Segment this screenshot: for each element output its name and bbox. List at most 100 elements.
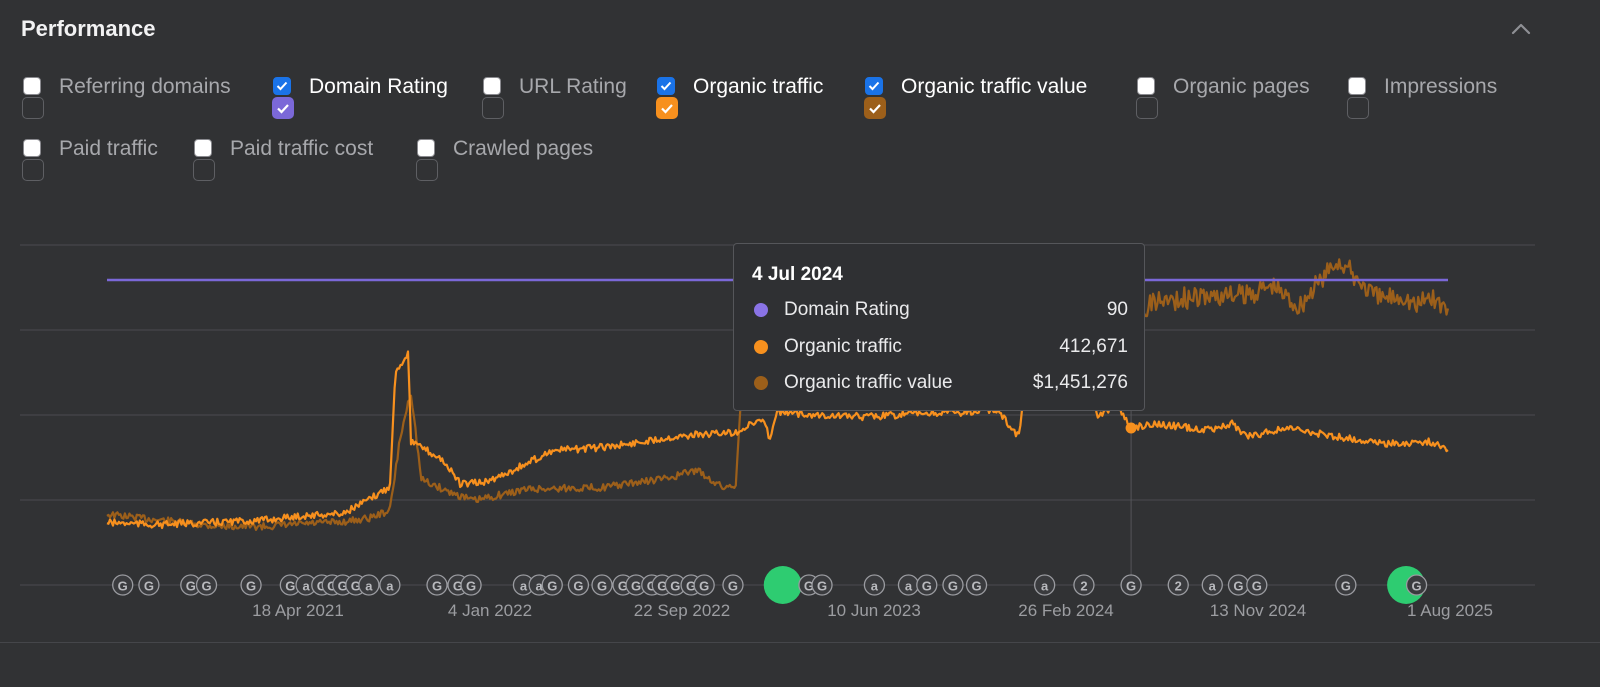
impressions-color-swatch[interactable]	[1347, 97, 1369, 119]
event-marker-label: G	[1233, 579, 1243, 594]
highlight-marker[interactable]	[763, 566, 802, 604]
event-marker-label: 2	[1175, 579, 1182, 594]
event-marker-label: a	[365, 579, 373, 594]
event-marker-label: G	[728, 579, 738, 594]
panel-title: Performance	[21, 16, 156, 41]
metric-domain-rating[interactable]: Domain Rating	[272, 76, 448, 119]
crawled-pages-color-swatch[interactable]	[416, 159, 438, 181]
paid-traffic-cost-checkbox[interactable]	[194, 139, 212, 157]
event-marker[interactable]	[965, 574, 988, 596]
metric-paid-traffic-cost[interactable]: Paid traffic cost	[193, 137, 374, 181]
organic-pages-color-swatch[interactable]	[1136, 97, 1158, 119]
tooltip-row-value: 90	[1106, 299, 1128, 320]
event-marker-label: G	[686, 579, 696, 594]
event-marker[interactable]	[916, 574, 938, 596]
impressions-checkbox[interactable]	[1348, 77, 1366, 95]
event-marker-label: a	[302, 579, 310, 594]
event-marker[interactable]	[460, 574, 482, 596]
url-rating-checkbox[interactable]	[483, 77, 501, 95]
tooltip-row-name: Domain Rating	[784, 299, 910, 320]
domain-rating-checkbox[interactable]	[273, 77, 291, 95]
event-marker[interactable]	[240, 574, 262, 596]
metric-organic-pages[interactable]: Organic pages	[1136, 76, 1310, 119]
metric-organic-traffic[interactable]: Organic traffic	[656, 75, 824, 119]
event-marker-label: 2	[1080, 579, 1087, 594]
event-marker[interactable]	[863, 574, 886, 596]
organic-traffic-value-checkbox[interactable]	[865, 77, 883, 95]
event-marker[interactable]	[567, 574, 590, 596]
event-marker-label: G	[201, 579, 211, 594]
event-marker[interactable]	[1201, 574, 1223, 596]
metric-crawled-pages[interactable]: Crawled pages	[416, 138, 593, 181]
paid-traffic-cost-color-swatch[interactable]	[193, 159, 215, 181]
check-icon	[869, 103, 881, 114]
event-marker[interactable]	[1405, 574, 1428, 596]
event-marker[interactable]	[811, 574, 833, 596]
event-marker-label: G	[971, 579, 981, 594]
crawled-pages-checkbox[interactable]	[417, 139, 435, 157]
event-marker-label: G	[186, 579, 196, 594]
event-marker-label: G	[922, 579, 932, 594]
organic-traffic-color-swatch[interactable]	[656, 97, 678, 119]
event-marker-label: G	[573, 579, 583, 594]
event-marker-label: G	[351, 579, 361, 594]
event-marker-label: a	[520, 579, 528, 594]
event-marker[interactable]	[1120, 574, 1142, 596]
metric-organic-traffic-value[interactable]: Organic traffic value	[864, 76, 1087, 119]
event-marker-label: G	[1126, 579, 1136, 594]
event-marker[interactable]	[591, 574, 613, 596]
event-marker[interactable]	[358, 574, 380, 596]
referring-domains-checkbox[interactable]	[23, 77, 41, 95]
metric-referring-domains[interactable]: Referring domains	[22, 76, 231, 119]
event-marker[interactable]	[1335, 574, 1357, 596]
check-icon	[276, 81, 288, 91]
event-marker[interactable]	[138, 574, 160, 596]
event-marker[interactable]	[426, 574, 448, 596]
event-marker[interactable]	[693, 574, 715, 596]
event-marker-label: G	[144, 579, 154, 594]
paid-traffic-color-swatch[interactable]	[22, 159, 44, 181]
event-marker-label: G	[670, 579, 680, 594]
event-marker[interactable]	[1246, 574, 1268, 596]
event-marker-label: G	[618, 579, 628, 594]
paid-traffic-label: Paid traffic	[59, 137, 158, 160]
url-rating-color-swatch[interactable]	[482, 97, 504, 119]
event-marker[interactable]	[1167, 574, 1189, 596]
event-marker[interactable]	[1034, 574, 1056, 596]
event-marker[interactable]	[112, 574, 134, 596]
event-marker-label: G	[1252, 579, 1262, 594]
metric-url-rating[interactable]: URL Rating	[482, 76, 627, 119]
tooltip-row: Domain Rating 90	[752, 298, 1128, 322]
domain-rating-color-swatch[interactable]	[272, 97, 294, 119]
event-marker[interactable]	[541, 574, 563, 596]
event-marker[interactable]	[195, 574, 218, 596]
event-marker-label: a	[1041, 579, 1049, 594]
collapse-button[interactable]	[1508, 16, 1534, 42]
event-marker[interactable]	[379, 574, 401, 596]
x-tick-label: 26 Feb 2024	[1018, 601, 1113, 620]
tooltip-row-name: Organic traffic value	[784, 372, 953, 393]
organic-traffic-checkbox[interactable]	[657, 77, 675, 95]
x-tick-label: 4 Jan 2022	[448, 601, 532, 620]
event-marker-label: G	[948, 579, 958, 594]
organic-pages-checkbox[interactable]	[1137, 77, 1155, 95]
event-marker-label: G	[699, 579, 709, 594]
event-marker-label: G	[817, 579, 827, 594]
referring-domains-color-swatch[interactable]	[22, 97, 44, 119]
tooltip-row: Organic traffic value $1,451,276	[752, 371, 1128, 395]
metric-paid-traffic[interactable]: Paid traffic	[22, 137, 158, 181]
impressions-label: Impressions	[1384, 75, 1498, 98]
tooltip-row-value: 412,671	[1059, 336, 1128, 357]
metric-impressions[interactable]: Impressions	[1347, 75, 1498, 119]
event-marker[interactable]	[1073, 574, 1095, 596]
paid-traffic-cost-label: Paid traffic cost	[230, 137, 374, 160]
event-marker[interactable]	[942, 574, 964, 596]
event-marker-label: G	[338, 579, 348, 594]
paid-traffic-checkbox[interactable]	[23, 139, 41, 157]
organic-traffic-value-color-swatch[interactable]	[864, 97, 886, 119]
event-marker-label: a	[386, 579, 394, 594]
organic-traffic-label: Organic traffic	[693, 75, 824, 98]
annotation-markers[interactable]: GGGGGGaGGGGaaGGGaaGGGGGGGGGGGGGaaGGGa2G2…	[112, 566, 1428, 604]
event-marker[interactable]	[722, 574, 744, 596]
